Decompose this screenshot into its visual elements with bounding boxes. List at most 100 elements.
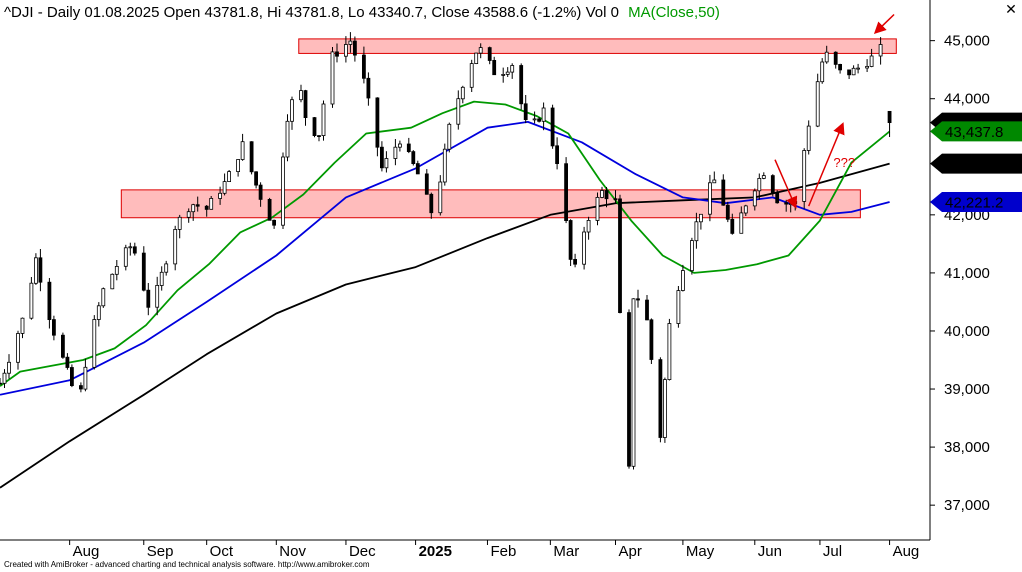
- x-tick-label: Oct: [210, 543, 234, 560]
- candle-body: [178, 217, 181, 229]
- candle-body: [479, 48, 482, 54]
- candle-body: [771, 176, 774, 194]
- candle-body: [349, 41, 352, 44]
- candle-body: [147, 290, 150, 307]
- candle-body: [538, 119, 541, 121]
- candle-body: [223, 182, 226, 194]
- title-symbol-text: ^DJI - Daily 01.08.2025 Open 43781.8, Hi…: [4, 4, 619, 21]
- candle-body: [407, 144, 410, 152]
- candle-body: [416, 164, 419, 174]
- candle-body: [605, 191, 608, 199]
- candle-body: [367, 78, 370, 98]
- candle-body: [259, 185, 262, 199]
- candle-body: [637, 299, 640, 300]
- x-tick-label: May: [686, 543, 715, 560]
- candle-body: [129, 247, 132, 248]
- candle-body: [807, 126, 810, 150]
- candle-body: [380, 147, 383, 168]
- candle-body: [448, 124, 451, 149]
- candle-body: [789, 204, 792, 205]
- candle-body: [353, 41, 356, 55]
- candle-body: [821, 62, 824, 82]
- footer-credit: Created with AmiBroker - advanced charti…: [4, 560, 370, 569]
- candle-body: [708, 183, 711, 214]
- candle-body: [282, 157, 285, 225]
- candle-body: [866, 66, 869, 68]
- candle-body: [744, 206, 747, 213]
- last-candle-body: [888, 111, 891, 122]
- candle-body: [115, 266, 118, 274]
- candle-body: [430, 194, 433, 212]
- candle-body: [124, 248, 127, 266]
- candle-body: [439, 182, 442, 213]
- candle-body: [722, 180, 725, 205]
- price-tag-long-ma: 42,882.4: [945, 156, 1003, 173]
- candle-body: [488, 48, 491, 61]
- candle-body: [174, 229, 177, 264]
- candle-body: [385, 159, 388, 168]
- candle-body: [210, 198, 213, 209]
- candle-body: [776, 193, 779, 203]
- candle-body: [614, 199, 617, 200]
- candle-body: [668, 324, 671, 380]
- candle-body: [713, 180, 716, 183]
- x-tick-label: Mar: [553, 543, 579, 560]
- x-tick-label: Nov: [279, 543, 306, 560]
- candle-body: [632, 299, 635, 467]
- price-tag-mid-ma: 42,221.2: [945, 194, 1003, 211]
- candle-body: [628, 313, 631, 467]
- question-marks-annotation: ???: [833, 155, 855, 170]
- candle-body: [502, 74, 505, 75]
- y-tick-label: 37,000: [944, 497, 990, 514]
- candle-body: [291, 100, 294, 122]
- x-tick-label: Aug: [893, 543, 920, 560]
- candle-body: [690, 241, 693, 271]
- candle-body: [852, 68, 855, 75]
- candle-body: [160, 272, 163, 285]
- candle-body: [740, 213, 743, 233]
- candle-body: [412, 152, 415, 164]
- candle-body: [34, 258, 37, 284]
- candle-body: [48, 282, 51, 319]
- upper-resistance-zone: [299, 39, 897, 54]
- candle-body: [8, 362, 11, 373]
- candle-body: [619, 199, 622, 313]
- candle-body: [111, 274, 114, 289]
- x-tick-label: Sep: [147, 543, 174, 560]
- candle-body: [825, 52, 828, 62]
- candle-body: [394, 147, 397, 158]
- candle-body: [61, 335, 64, 357]
- candle-body: [511, 66, 514, 73]
- candle-body: [565, 164, 568, 221]
- x-tick-label: Apr: [619, 543, 642, 560]
- candle-body: [646, 300, 649, 320]
- candle-body: [443, 149, 446, 182]
- candle-body: [142, 253, 145, 290]
- candle-body: [398, 144, 401, 147]
- close-icon[interactable]: ✕: [1003, 2, 1019, 18]
- candle-body: [192, 205, 195, 212]
- candle-body: [362, 55, 365, 78]
- candle-body: [816, 82, 819, 126]
- candle-body: [133, 247, 136, 253]
- candle-body: [493, 60, 496, 74]
- price-tag-ma50: 43,437.8: [945, 124, 1003, 141]
- candle-body: [583, 232, 586, 264]
- candle-body: [66, 357, 69, 367]
- x-tick-label: Aug: [73, 543, 100, 560]
- candle-body: [336, 52, 339, 56]
- y-tick-label: 44,000: [944, 91, 990, 108]
- candle-body: [677, 291, 680, 324]
- candle-body: [758, 178, 761, 190]
- lower-support-zone: [121, 190, 860, 218]
- y-tick-label: 45,000: [944, 33, 990, 50]
- candle-body: [542, 108, 545, 121]
- candle-body: [156, 285, 159, 307]
- y-tick-label: 39,000: [944, 381, 990, 398]
- candle-body: [300, 91, 303, 100]
- candle-body: [84, 367, 87, 389]
- candle-body: [556, 146, 559, 164]
- candle-body: [574, 259, 577, 264]
- x-tick-label: Feb: [490, 543, 516, 560]
